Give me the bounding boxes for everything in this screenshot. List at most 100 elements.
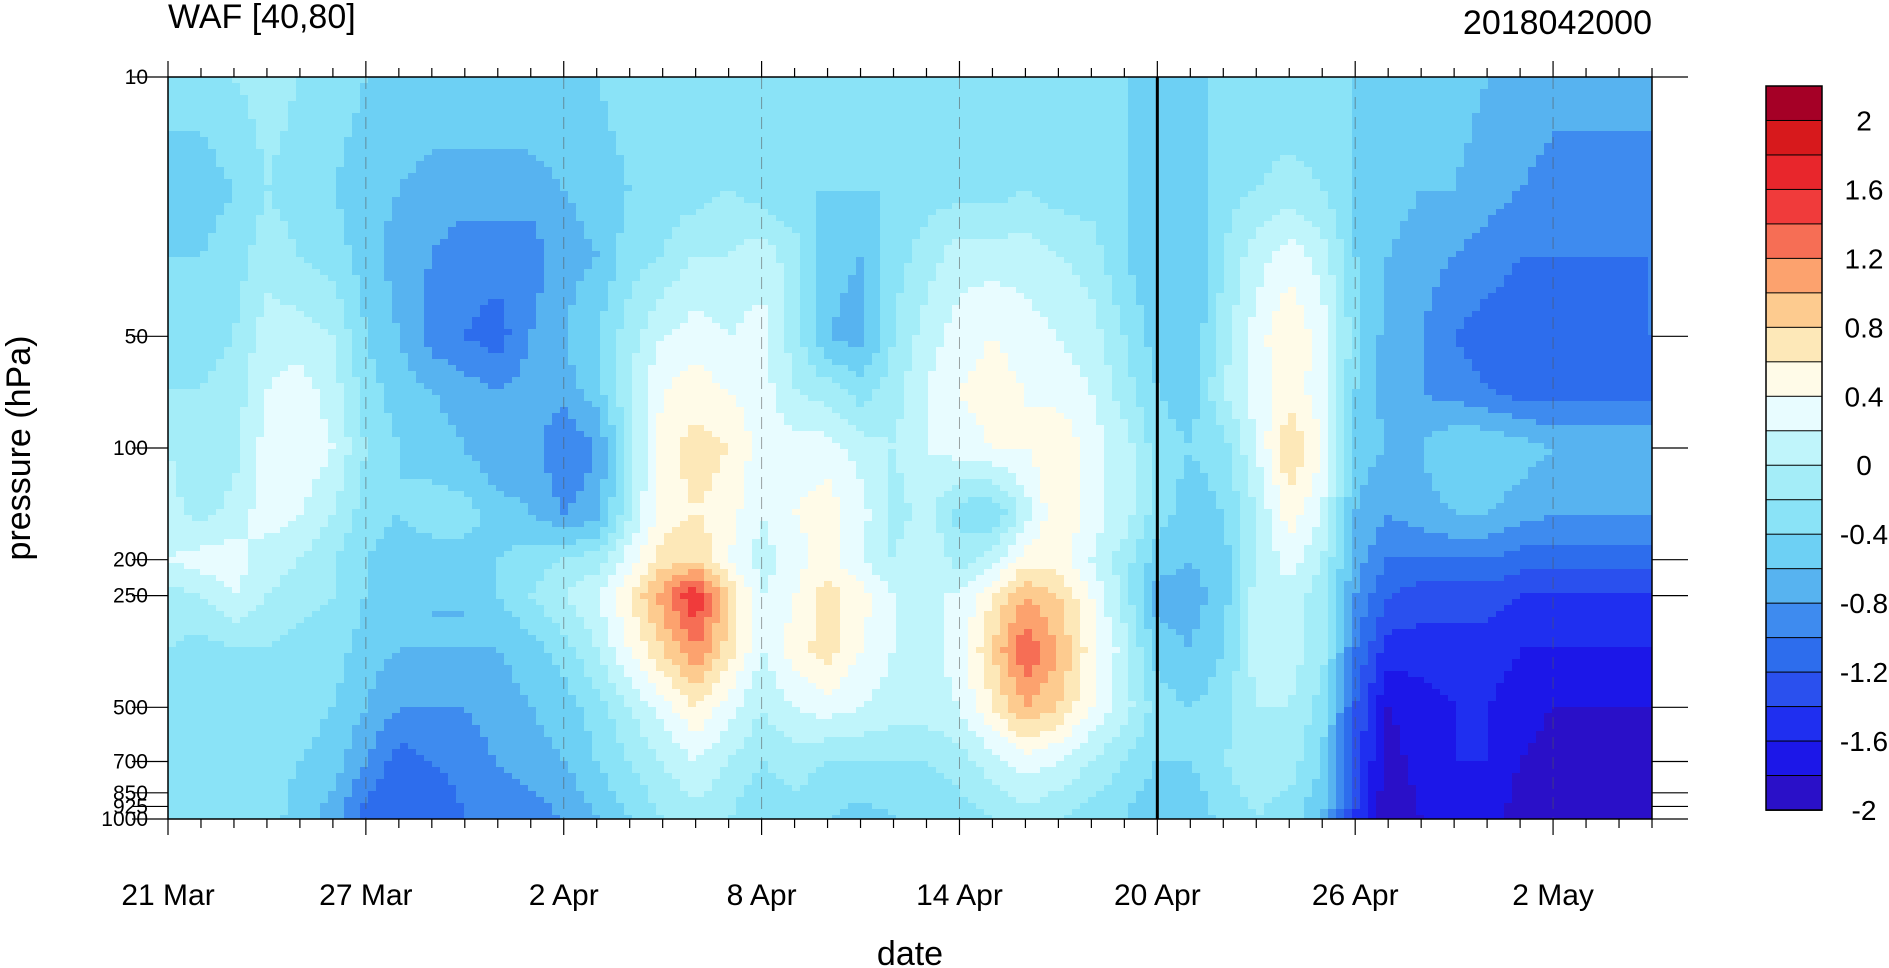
heatmap-cell bbox=[352, 83, 361, 90]
heatmap-cell bbox=[272, 341, 281, 348]
heatmap-cell bbox=[344, 245, 353, 252]
heatmap-cell bbox=[232, 677, 241, 684]
heatmap-cell bbox=[408, 407, 417, 414]
heatmap-cell bbox=[360, 281, 369, 288]
heatmap-cell bbox=[440, 83, 449, 90]
heatmap-cell bbox=[464, 485, 473, 492]
heatmap-cell bbox=[448, 755, 457, 762]
heatmap-cell bbox=[264, 383, 273, 390]
heatmap-cell bbox=[464, 557, 473, 564]
heatmap-cell bbox=[288, 221, 297, 228]
heatmap-cell bbox=[232, 515, 241, 522]
heatmap-cell bbox=[168, 347, 177, 354]
heatmap-cell bbox=[232, 365, 241, 372]
heatmap-cell bbox=[312, 443, 321, 450]
heatmap-cell bbox=[176, 401, 185, 408]
heatmap-cell bbox=[304, 533, 313, 540]
heatmap-cell bbox=[376, 635, 385, 642]
heatmap-cell bbox=[424, 785, 433, 792]
heatmap-cell bbox=[232, 587, 241, 594]
heatmap-cell bbox=[368, 77, 377, 84]
heatmap-cell bbox=[312, 485, 321, 492]
heatmap-cell bbox=[216, 695, 225, 702]
heatmap-cell bbox=[200, 659, 209, 666]
heatmap-cell bbox=[400, 227, 409, 234]
heatmap-cell bbox=[280, 389, 289, 396]
heatmap-cell bbox=[384, 641, 393, 648]
heatmap-cell bbox=[320, 719, 329, 726]
heatmap-cell bbox=[480, 365, 489, 372]
heatmap-cell bbox=[432, 665, 441, 672]
heatmap-cell bbox=[328, 149, 337, 156]
heatmap-cell bbox=[472, 257, 481, 264]
heatmap-cell bbox=[360, 347, 369, 354]
heatmap-cell bbox=[448, 203, 457, 210]
heatmap-cell bbox=[208, 707, 217, 714]
heatmap-cell bbox=[416, 293, 425, 300]
heatmap-cell bbox=[464, 605, 473, 612]
heatmap-cell bbox=[424, 473, 433, 480]
heatmap-cell bbox=[312, 473, 321, 480]
heatmap-cell bbox=[376, 779, 385, 786]
heatmap-cell bbox=[448, 779, 457, 786]
heatmap-cell bbox=[208, 155, 217, 162]
heatmap-cell bbox=[264, 119, 273, 126]
heatmap-cell bbox=[456, 293, 465, 300]
heatmap-cell bbox=[192, 677, 201, 684]
heatmap-cell bbox=[480, 251, 489, 258]
heatmap-cell bbox=[360, 581, 369, 588]
heatmap-cell bbox=[432, 197, 441, 204]
heatmap-cell bbox=[440, 119, 449, 126]
heatmap-cell bbox=[368, 95, 377, 102]
heatmap-cell bbox=[344, 383, 353, 390]
heatmap-cell bbox=[328, 815, 337, 819]
heatmap-cell bbox=[424, 299, 433, 306]
heatmap-cell bbox=[256, 131, 265, 138]
heatmap-cell bbox=[256, 125, 265, 132]
heatmap-cell bbox=[384, 629, 393, 636]
heatmap-cell bbox=[320, 503, 329, 510]
heatmap-cell bbox=[424, 125, 433, 132]
heatmap-cell bbox=[176, 473, 185, 480]
heatmap-cell bbox=[168, 773, 177, 780]
heatmap-cell bbox=[288, 161, 297, 168]
heatmap-cell bbox=[464, 713, 473, 720]
heatmap-cell bbox=[224, 287, 233, 294]
heatmap-cell bbox=[200, 515, 209, 522]
heatmap-cell bbox=[408, 497, 417, 504]
heatmap-cell bbox=[400, 683, 409, 690]
heatmap-cell bbox=[304, 587, 313, 594]
heatmap-cell bbox=[448, 611, 457, 618]
heatmap-cell bbox=[376, 743, 385, 750]
heatmap-cell bbox=[392, 539, 401, 546]
heatmap-cell bbox=[176, 587, 185, 594]
heatmap-cell bbox=[208, 437, 217, 444]
heatmap-cell bbox=[296, 179, 305, 186]
heatmap-cell bbox=[448, 509, 457, 516]
heatmap-cell bbox=[352, 695, 361, 702]
heatmap-cell bbox=[400, 623, 409, 630]
heatmap-cell bbox=[432, 101, 441, 108]
heatmap-cell bbox=[184, 299, 193, 306]
heatmap-cell bbox=[448, 749, 457, 756]
heatmap-cell bbox=[480, 209, 489, 216]
heatmap-cell bbox=[304, 89, 313, 96]
heatmap-cell bbox=[344, 293, 353, 300]
heatmap-cell bbox=[184, 677, 193, 684]
heatmap-cell bbox=[224, 401, 233, 408]
heatmap-cell bbox=[312, 695, 321, 702]
heatmap-cell bbox=[464, 449, 473, 456]
heatmap-cell bbox=[456, 269, 465, 276]
heatmap-cell bbox=[168, 641, 177, 648]
heatmap-cell bbox=[176, 791, 185, 798]
heatmap-cell bbox=[312, 233, 321, 240]
heatmap-cell bbox=[272, 449, 281, 456]
heatmap-cell bbox=[200, 587, 209, 594]
heatmap-cell bbox=[376, 77, 385, 84]
heatmap-cell bbox=[312, 437, 321, 444]
heatmap-cell bbox=[456, 167, 465, 174]
heatmap-cell bbox=[232, 281, 241, 288]
heatmap-cell bbox=[176, 803, 185, 810]
heatmap-cell bbox=[408, 269, 417, 276]
heatmap-cell bbox=[296, 749, 305, 756]
